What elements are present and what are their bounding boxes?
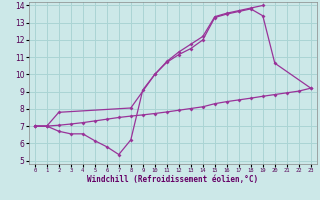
X-axis label: Windchill (Refroidissement éolien,°C): Windchill (Refroidissement éolien,°C) [87,175,258,184]
